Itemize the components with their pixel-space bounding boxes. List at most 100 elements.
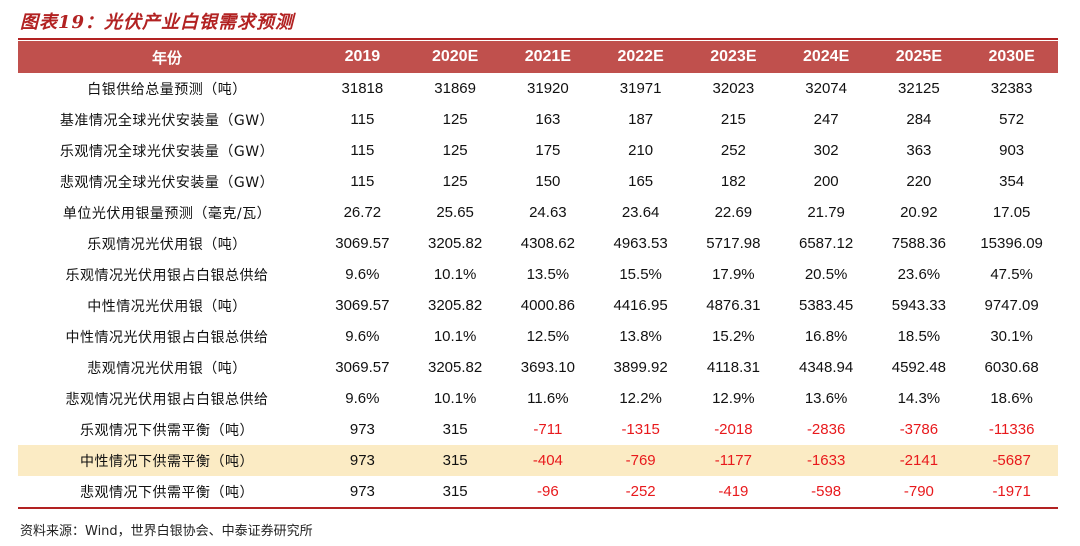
table-cell: 17.9% <box>712 266 755 283</box>
table-cell: -96 <box>501 476 595 509</box>
table-row: 基准情况全球光伏安装量（GW） 115 125 163 187 215 247 284 572 <box>18 104 1058 135</box>
table-row: 悲观情况光伏用银（吨） 3069.57 3205.82 3693.10 3899.92 4… <box>18 352 1058 383</box>
row-label: 中性情况光伏用银（吨） <box>87 298 247 315</box>
table-cell: 165 <box>628 173 654 190</box>
table-cell: 32125 <box>898 80 940 97</box>
table-cell: 9.6% <box>345 390 380 407</box>
table-cell: -1971 <box>965 476 1058 509</box>
table-cell: 13.8% <box>619 328 662 345</box>
table-cell: 11.6% <box>527 390 569 407</box>
table-cell: 125 <box>442 111 468 128</box>
table-cell: 47.5% <box>990 266 1033 283</box>
table-cell: 4000.86 <box>520 297 575 314</box>
table-cell: -252 <box>594 476 687 509</box>
table-cell: 7588.36 <box>891 235 946 252</box>
table-cell: 14.3% <box>897 390 941 407</box>
row-label: 乐观情况下供需平衡（吨） <box>80 422 254 439</box>
table-cell: 21.79 <box>807 204 845 221</box>
silver-demand-table: 年份 2019 2020E 2021E 2022E 2023E 2024E 20… <box>18 41 1058 509</box>
table-cell: 187 <box>628 111 654 128</box>
table-row: 乐观情况光伏用银（吨） 3069.57 3205.82 4308.62 4963.53 5… <box>18 228 1058 259</box>
table-cell: 10.1% <box>433 390 477 407</box>
header-year: 2019 <box>344 48 381 65</box>
table-cell: 16.8% <box>804 328 848 345</box>
row-label: 悲观情况光伏用银占白银总供给 <box>65 391 269 408</box>
table-cell: -404 <box>501 445 595 476</box>
table-cell: 200 <box>813 173 839 190</box>
table-cell: -711 <box>533 421 563 438</box>
table-cell: 5943.33 <box>891 297 946 314</box>
table-cell: -2141 <box>872 445 966 476</box>
table-cell: 31920 <box>527 80 569 97</box>
table-row: 乐观情况全球光伏安装量（GW） 115 125 175 210 252 302 363 903 <box>18 135 1058 166</box>
row-label: 乐观情况光伏用银占白银总供给 <box>65 267 269 284</box>
table-row: 单位光伏用银量预测（毫克/瓦） 26.72 25.65 24.63 23.64 22.69… <box>18 197 1058 228</box>
table-cell: 182 <box>720 173 746 190</box>
table-cell: 150 <box>535 173 561 190</box>
table-cell: 31869 <box>434 80 476 97</box>
table-cell: 4308.62 <box>520 235 575 252</box>
table-cell: 115 <box>350 173 375 190</box>
row-label: 悲观情况光伏用银（吨） <box>87 360 247 377</box>
table-cell: -769 <box>594 445 687 476</box>
table-row: 悲观情况下供需平衡（吨） 973 315 -96 -252 -419 -598 -790 -19… <box>18 476 1058 509</box>
table-cell: -5687 <box>965 445 1058 476</box>
table-cell: 9747.09 <box>984 297 1039 314</box>
table-cell: -598 <box>779 476 873 509</box>
table-cell: 32023 <box>712 80 755 97</box>
table-cell: 284 <box>906 111 932 128</box>
table-cell: 26.72 <box>343 204 382 221</box>
table-cell: 20.92 <box>900 204 938 221</box>
table-cell: 220 <box>906 173 932 190</box>
row-label: 单位光伏用银量预测（毫克/瓦） <box>62 205 272 222</box>
table-cell: 973 <box>349 421 375 438</box>
row-label: 乐观情况光伏用银（吨） <box>87 236 247 253</box>
table-cell: 3205.82 <box>428 359 483 376</box>
table-cell: 25.65 <box>436 204 474 221</box>
header-year: 2022E <box>617 48 664 65</box>
table-cell: 3069.57 <box>335 235 390 252</box>
table-cell: 12.5% <box>526 328 570 345</box>
table-cell: 115 <box>350 142 375 159</box>
table-row: 悲观情况光伏用银占白银总供给 9.6% 10.1% 11.6% 12.2% 12.9% 13… <box>18 383 1058 414</box>
header-year: 2021E <box>524 48 571 65</box>
row-label: 乐观情况全球光伏安装量（GW） <box>59 143 275 160</box>
table-cell: 23.6% <box>897 266 941 283</box>
table-row: 白银供给总量预测（吨） 31818 31869 31920 31971 32023 3207… <box>18 73 1058 104</box>
table-cell: 32074 <box>805 80 847 97</box>
table-cell: 5383.45 <box>799 297 854 314</box>
table-cell: 315 <box>408 476 502 509</box>
header-year: 2023E <box>710 48 757 65</box>
title-divider <box>18 38 1058 40</box>
table-cell: 12.2% <box>619 390 662 407</box>
header-year: 2024E <box>802 48 850 65</box>
table-row: 中性情况光伏用银占白银总供给 9.6% 10.1% 12.5% 13.8% 15.2% 16… <box>18 321 1058 352</box>
table-cell: 10.1% <box>433 266 477 283</box>
table-cell: 6030.68 <box>984 359 1039 376</box>
table-cell: 30.1% <box>990 328 1033 345</box>
table-cell: 903 <box>999 142 1025 159</box>
table-cell: 15.5% <box>619 266 662 283</box>
table-cell: 572 <box>999 111 1025 128</box>
table-cell: 4118.31 <box>706 359 760 376</box>
table-cell: 3205.82 <box>428 297 483 314</box>
table-cell: 247 <box>813 111 839 128</box>
table-header-row: 年份 2019 2020E 2021E 2022E 2023E 2024E 20… <box>18 41 1058 73</box>
table-row: 悲观情况全球光伏安装量（GW） 115 125 150 165 182 200 220 354 <box>18 166 1058 197</box>
row-label: 悲观情况下供需平衡（吨） <box>18 476 316 509</box>
table-cell: 125 <box>442 173 468 190</box>
table-cell: 32383 <box>990 80 1033 97</box>
table-cell: -1633 <box>779 445 873 476</box>
table-cell: -3786 <box>899 421 939 438</box>
table-cell: 315 <box>408 445 502 476</box>
table-cell: 17.05 <box>992 204 1031 221</box>
table-cell: 3899.92 <box>613 359 668 376</box>
table-cell: 3069.57 <box>335 359 390 376</box>
table-cell: 215 <box>720 111 746 128</box>
table-cell: -1315 <box>621 421 660 438</box>
table-cell: 4963.53 <box>613 235 668 252</box>
table-cell: -11336 <box>988 421 1035 438</box>
table-cell: 12.9% <box>712 390 755 407</box>
table-cell: -419 <box>687 476 780 509</box>
table-cell: 24.63 <box>529 204 567 221</box>
